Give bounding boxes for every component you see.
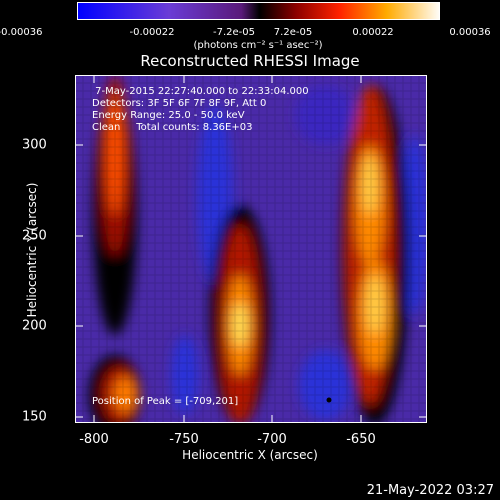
peak-marker xyxy=(326,397,332,403)
x-tick-label: -700 xyxy=(257,432,287,447)
x-tick-label: -750 xyxy=(169,432,199,447)
x-axis-label: Heliocentric X (arcsec) xyxy=(182,448,318,462)
colorbar-tick: -7.2e-05 xyxy=(213,27,255,38)
y-tick-label: 150 xyxy=(22,409,47,425)
y-axis-label: Heliocentric Y (arcsec) xyxy=(25,182,39,318)
time-range-label: 7-May-2015 22:27:40.000 to 22:33:04.000 xyxy=(92,86,309,97)
x-tick-label: -800 xyxy=(79,432,109,447)
x-tick-label: -650 xyxy=(346,432,376,447)
colorbar-tick: -0.00022 xyxy=(129,27,175,38)
energy-range-label: Energy Range: 25.0 - 50.0 keV xyxy=(92,110,245,121)
colorbar-tick: 0.00022 xyxy=(352,27,394,38)
y-tick-label: 250 xyxy=(22,228,47,244)
colorbar-tick: 7.2e-05 xyxy=(273,27,313,38)
y-tick-label: 200 xyxy=(22,318,47,334)
colorbar-tick: -0.00036 xyxy=(0,27,43,38)
rhessi-image xyxy=(75,75,427,423)
colorbar-units: (photons cm⁻² s⁻¹ asec⁻²) xyxy=(193,40,323,51)
clean-counts-label: Clean Total counts: 8.36E+03 xyxy=(92,122,253,133)
colorbar xyxy=(77,2,440,20)
image-title: Reconstructed RHESSI Image xyxy=(140,52,360,70)
y-tick-label: 300 xyxy=(22,137,47,153)
peak-position-label: Position of Peak = [-709,201] xyxy=(92,396,239,407)
timestamp-footer: 21-May-2022 03:27 xyxy=(366,483,494,498)
colorbar-tick: 0.00036 xyxy=(449,27,491,38)
detectors-label: Detectors: 3F 5F 6F 7F 8F 9F, Att 0 xyxy=(92,98,267,109)
